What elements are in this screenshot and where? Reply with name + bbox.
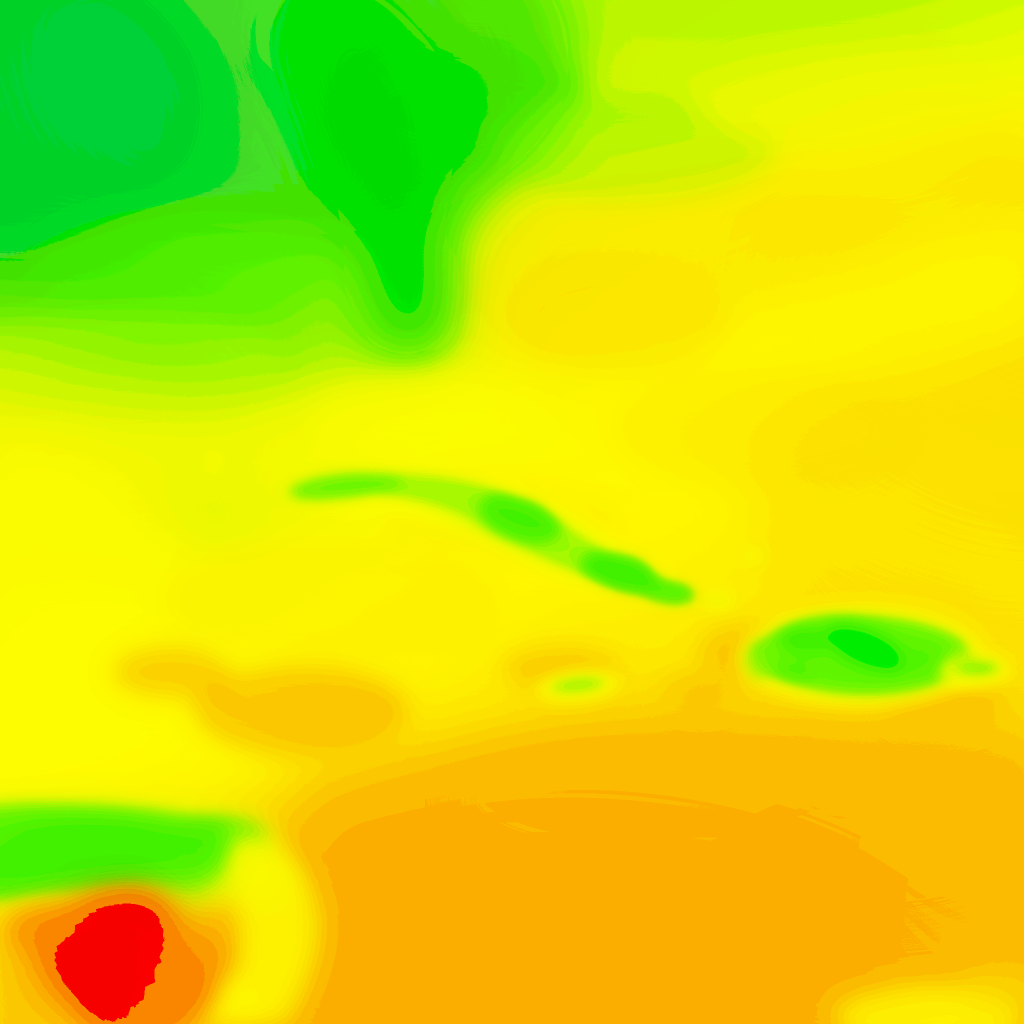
central-yellow-band [0, 222, 1024, 518]
bahamas-islets [206, 449, 764, 609]
field-mottling [0, 47, 1024, 930]
south-edge-warm-patches [830, 964, 1024, 1024]
hispaniola-island [731, 599, 994, 712]
pacific-hot-core [0, 865, 248, 1024]
cuba-island [263, 463, 724, 615]
puerto-rico-island [933, 650, 1017, 690]
jamaica-island [530, 667, 626, 705]
